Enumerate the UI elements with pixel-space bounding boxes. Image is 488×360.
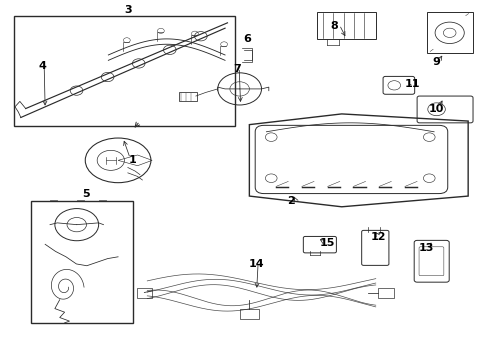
Text: 4: 4 — [39, 61, 46, 71]
Text: 9: 9 — [432, 57, 440, 67]
Text: 7: 7 — [233, 64, 241, 74]
Bar — [30, 202, 132, 323]
Text: 13: 13 — [418, 243, 434, 253]
Text: 15: 15 — [319, 238, 334, 248]
Text: 14: 14 — [248, 259, 264, 269]
Bar — [14, 16, 234, 126]
Bar — [239, 309, 259, 319]
Text: 8: 8 — [330, 21, 338, 31]
Bar — [179, 92, 197, 102]
Text: 2: 2 — [286, 197, 294, 206]
Text: 5: 5 — [82, 189, 90, 199]
Text: 6: 6 — [243, 34, 250, 44]
Bar — [317, 12, 375, 39]
Bar — [377, 288, 393, 298]
Text: 10: 10 — [428, 104, 443, 113]
Text: 12: 12 — [370, 232, 385, 242]
Bar — [426, 12, 472, 53]
Text: 11: 11 — [404, 78, 419, 89]
Bar — [136, 288, 152, 298]
Text: 3: 3 — [124, 5, 131, 15]
Text: 1: 1 — [128, 156, 136, 165]
